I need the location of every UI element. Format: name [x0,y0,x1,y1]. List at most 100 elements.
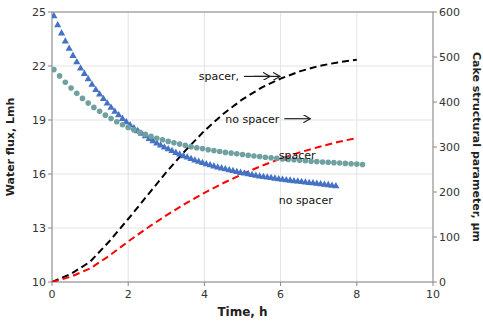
tick-y2 [433,237,437,238]
tick-label-x: 2 [125,288,132,301]
flux-point [58,29,65,35]
tick-x [433,282,434,286]
flux-point [85,100,91,106]
flux-point [234,151,240,157]
point-group [52,67,365,167]
tick-label-y2: 600 [439,6,460,19]
flux-point [205,147,211,153]
point-group [52,12,339,188]
tick-y2 [433,282,437,283]
tick-y [48,66,52,67]
tick-y [48,282,52,283]
flux-point [107,103,114,109]
tick-label-y: 19 [32,114,46,127]
flux-point [63,79,69,85]
flux-point [96,90,103,96]
tick-label-x: 10 [426,288,440,301]
flux-point [160,137,166,143]
tick-x [356,282,357,286]
tick-label-y2: 300 [439,141,460,154]
annotation: no spacer [279,194,333,207]
flux-point [111,107,118,113]
tick-label-y2: 200 [439,186,460,199]
tick-x [280,282,281,286]
tick-label-y: 10 [32,276,46,289]
tick-y2 [433,147,437,148]
flux-point [120,122,126,128]
tick-y [48,12,52,13]
flux-point [348,161,354,167]
x-axis-label: Time, h [217,305,267,319]
tick-label-y: 25 [32,6,46,19]
plot-area [52,12,365,282]
cake-line [52,60,357,282]
flux-point [240,152,246,158]
tick-y [48,228,52,229]
flux-point [337,160,343,166]
tick-label-y: 22 [32,60,46,73]
chart: 02468101013161922250100200300400500600Ti… [0,0,483,324]
flux-point [245,152,251,158]
flux-point [188,144,194,150]
flux-point [91,105,97,111]
flux-point [52,12,58,18]
flux-point [80,96,86,102]
tick-label-y: 16 [32,168,46,181]
flux-point [251,153,257,159]
flux-point [100,95,107,101]
flux-point [360,162,366,168]
tick-label-y2: 0 [439,276,446,289]
flux-point [103,112,109,118]
flux-point [228,150,234,156]
flux-point [211,148,217,154]
annotation: spacer [279,149,316,162]
flux-point [320,159,326,165]
flux-point [137,129,143,135]
flux-point [73,58,80,64]
flux-point [148,134,154,140]
y2-axis-label: Cake structural parameter, μm [470,52,483,242]
flux-point [57,73,63,79]
plot-frame [52,12,433,282]
flux-point [92,86,99,92]
flux-point [62,37,69,43]
tick-x [128,282,129,286]
flux-point [52,67,57,73]
flux-point [88,80,95,86]
grid-line-x [128,12,129,282]
annotation-arrow [254,76,280,77]
tick-y2 [433,102,437,103]
tick-x [204,282,205,286]
flux-point [143,132,149,138]
flux-point [154,135,160,141]
tick-label-y2: 500 [439,51,460,64]
flux-point [77,64,84,70]
flux-point [331,160,337,166]
flux-point [81,70,88,76]
flux-point [68,85,74,91]
flux-point [125,125,131,131]
flux-point [54,21,61,27]
flux-point [97,109,103,115]
flux-point [332,182,339,188]
grid-line-x [356,12,357,282]
flux-point [74,91,80,97]
tick-y [48,174,52,175]
flux-point [217,149,223,155]
flux-point [354,161,360,167]
tick-label-x: 8 [353,288,360,301]
tick-x [52,282,53,286]
flux-point [263,154,269,160]
tick-label-y2: 400 [439,96,460,109]
grid-line-y [52,228,433,229]
annotation: no spacer [225,113,279,126]
tick-label-x: 0 [49,288,56,301]
annotation-arrow [284,118,310,119]
axes: 02468101013161922250100200300400500600 [32,6,460,301]
tick-y2 [433,12,437,13]
cake-line [52,138,357,282]
flux-point [69,52,76,58]
tick-y [48,120,52,121]
flux-point [119,115,126,121]
y-axis-label: Water flux, Lmh [4,98,17,197]
